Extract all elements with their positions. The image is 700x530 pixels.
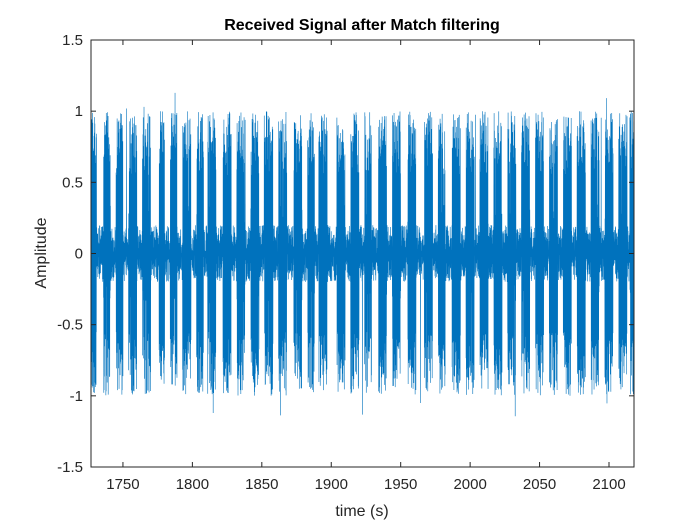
y-tick-label: 1.5 [62, 32, 83, 49]
y-tick-label: 0.5 [62, 174, 83, 191]
x-tick-label: 2100 [592, 476, 625, 493]
y-tick-label: -0.5 [57, 317, 83, 334]
y-tick-label: 1 [75, 103, 83, 120]
y-tick-label: 0 [75, 246, 83, 263]
data-layer [91, 92, 634, 417]
x-tick-label: 2050 [523, 476, 556, 493]
x-tick-label: 1750 [106, 476, 139, 493]
ticks-layer: 1750 1800 1850 1900 1950 2000 2050 2100 -1.5 -1 -0… [57, 32, 634, 493]
y-tick-label: -1.5 [57, 459, 83, 476]
x-tick-label: 1850 [245, 476, 278, 493]
y-tick-label: -1 [70, 388, 83, 405]
x-axis-label: time (s) [335, 503, 388, 520]
chart-title: Received Signal after Match filtering [224, 17, 500, 34]
signal-line [91, 92, 634, 417]
y-axis-label: Amplitude [33, 217, 50, 288]
x-tick-label: 1900 [315, 476, 348, 493]
x-tick-label: 1950 [384, 476, 417, 493]
x-tick-label: 2000 [453, 476, 486, 493]
x-tick-label: 1800 [176, 476, 209, 493]
